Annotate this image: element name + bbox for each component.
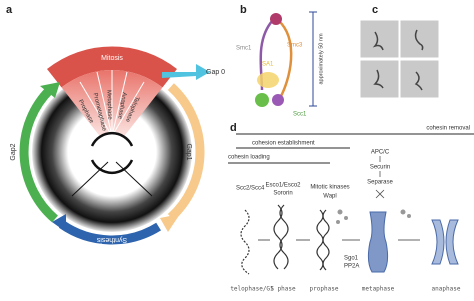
panel-label: c [372, 4, 378, 16]
factor-arrows [375, 156, 385, 199]
gap0-arrow [162, 64, 210, 80]
arrowhead [160, 214, 180, 232]
arrowhead [40, 82, 60, 98]
head [255, 93, 269, 107]
sa1-label: SA1 [262, 62, 274, 68]
panel-a: a Mitosis Prophase Prometaphase Metaphas… [6, 4, 225, 245]
factor-label: Sgo1 [344, 256, 359, 262]
smc3 [277, 19, 293, 99]
fan-dividers [79, 70, 145, 137]
released-cohesin [336, 209, 411, 224]
factor-label: Sororin [273, 191, 292, 197]
panel-label: a [6, 4, 13, 16]
mitosis-band [47, 46, 177, 88]
stage-label: metaphase [362, 286, 395, 293]
factor-label: Wapl [323, 194, 336, 200]
spindle-lines [71, 161, 153, 197]
gap0-label: Gap 0 [206, 69, 225, 76]
stage-label: S phase [270, 286, 296, 293]
metaphase-chromosome [367, 211, 389, 273]
phase-label: Anaphase [116, 92, 127, 120]
gap1-arc [167, 83, 205, 221]
anaphase-chromatids [431, 219, 459, 265]
factor-label: PP2A [344, 264, 359, 270]
factor-label: Securin [370, 165, 390, 171]
gap2-arc [19, 86, 58, 223]
chromosomes [240, 204, 330, 275]
panel-d: d cohesin removal cohesion establishment… [228, 122, 474, 293]
interphase-label: Interphase [95, 150, 128, 157]
factor-label: APC/C [371, 150, 390, 156]
panel-b: b Smc1 Smc3 SA1 Scc1 approximately 50 nm [236, 4, 324, 118]
factor-label: Mitotic kinases [310, 185, 349, 191]
gap2-label: Gap2 [10, 143, 17, 160]
phase-bar-label: cohesin loading [228, 155, 270, 161]
sa1-blob [257, 72, 279, 88]
stage-label: prophase [310, 286, 339, 293]
interphase-arrows [90, 131, 134, 175]
factor-label: Esco1/Esco2 [265, 183, 301, 189]
cycle-ring [32, 72, 192, 232]
stage-label: anaphase [432, 286, 461, 293]
em-particles [372, 29, 424, 91]
phase-bar-label: cohesion establishment [252, 141, 315, 147]
scale-bar [309, 11, 317, 107]
scale-label: approximately 50 nm [318, 33, 324, 84]
stage-label: telophase/G1 [230, 286, 274, 293]
mitosis-label: Mitosis [101, 55, 123, 62]
synthesis-label: Synthesis [96, 236, 127, 243]
panel-c: c [359, 4, 440, 99]
phase-bar-label: cohesin removal [426, 126, 470, 132]
head [272, 94, 284, 106]
hinge [270, 13, 282, 25]
phase-label: Metaphase [105, 90, 112, 121]
synthesis-arc [58, 220, 161, 245]
em-images [359, 19, 440, 99]
panel-label: d [230, 122, 237, 134]
arrowhead [52, 214, 66, 232]
factor-label: Separase [367, 180, 393, 186]
panel-label: b [240, 4, 247, 16]
smc1-label: Smc1 [236, 46, 252, 52]
factor-label: Scc2/Scc4 [236, 186, 265, 192]
smc3-label: Smc3 [287, 43, 303, 49]
scc1-label: Scc1 [293, 112, 307, 118]
gap1-label: Gap1 [185, 143, 192, 160]
